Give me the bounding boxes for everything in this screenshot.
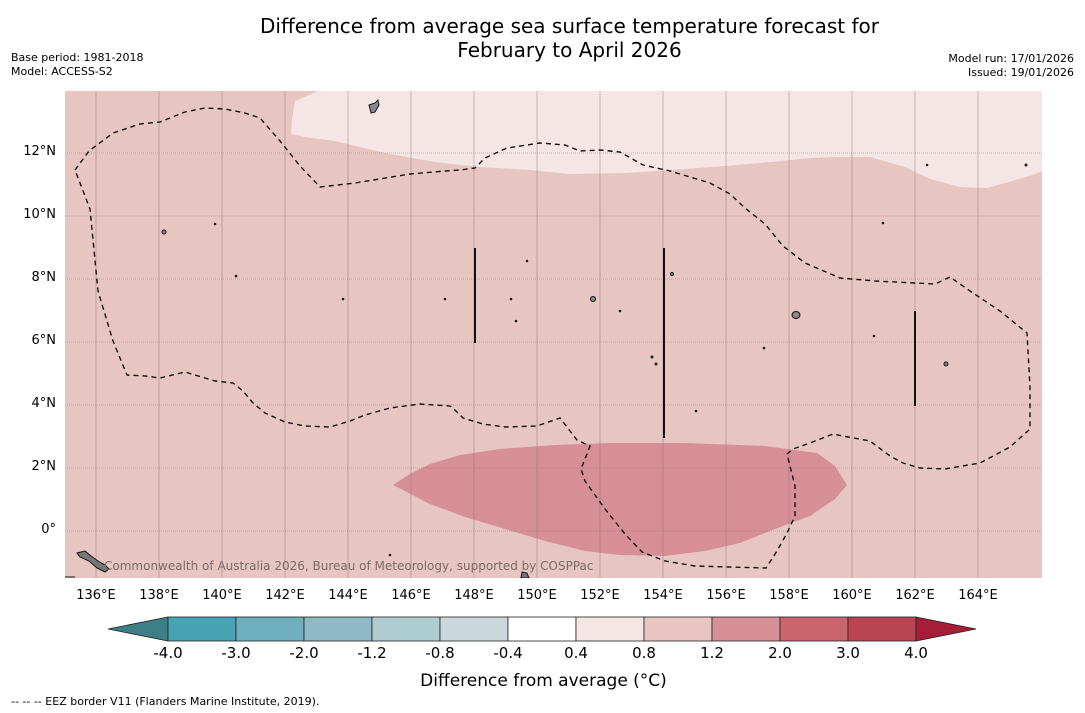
run-info: Model run: 17/01/2026 Issued: 19/01/2026 <box>948 52 1074 80</box>
colorbar-title: Difference from average (°C) <box>420 671 667 691</box>
colorbar-segment <box>643 616 713 642</box>
island <box>762 346 766 350</box>
islands <box>65 98 1028 578</box>
island <box>388 553 392 557</box>
longitude-label: 150°E <box>517 588 557 603</box>
eez-footnote: -- -- -- EEZ border V11 (Flanders Marine… <box>11 695 320 708</box>
colorbar-segment <box>235 616 305 642</box>
colorbar-tick-label: -3.0 <box>221 644 251 662</box>
island <box>872 334 876 338</box>
island <box>234 274 238 278</box>
issued-date: Issued: 19/01/2026 <box>967 66 1074 79</box>
map-graticule <box>65 91 1042 578</box>
longitude-label: 158°E <box>769 588 809 603</box>
island <box>618 309 622 313</box>
longitude-label: 140°E <box>202 588 242 603</box>
island <box>650 355 654 359</box>
island <box>943 361 949 367</box>
longitude-label: 142°E <box>265 588 305 603</box>
colorbar-tick-label: 4.0 <box>904 644 928 662</box>
island <box>791 311 801 319</box>
island <box>368 98 380 114</box>
latitude-label: 6°N <box>31 333 57 348</box>
island <box>525 259 529 263</box>
island <box>514 319 518 323</box>
colorbar-tick-label: -0.8 <box>425 644 455 662</box>
island <box>694 409 698 413</box>
map-title: Difference from average sea surface temp… <box>0 14 1085 62</box>
longitude-label: 144°E <box>328 588 368 603</box>
latitude-label: 12°N <box>23 144 56 159</box>
island <box>590 296 596 302</box>
latitude-label: 0° <box>41 522 56 537</box>
colorbar-tick-label: 2.0 <box>768 644 792 662</box>
sst-anomaly-map: Commonwealth of Australia 2026, Bureau o… <box>65 91 1042 578</box>
island <box>654 362 658 366</box>
longitude-label: 148°E <box>454 588 494 603</box>
colorbar-segment <box>779 616 849 642</box>
longitude-label: 154°E <box>643 588 683 603</box>
eez-border-line <box>74 107 1031 569</box>
island <box>341 297 345 301</box>
longitude-label: 136°E <box>76 588 116 603</box>
base-period: Base period: 1981-2018 <box>11 51 144 64</box>
colorbar-segment <box>303 616 373 642</box>
map-canvas <box>65 91 1042 578</box>
island <box>509 297 513 301</box>
colorbar-extension-low <box>107 616 169 642</box>
island <box>161 229 167 235</box>
island <box>1024 163 1028 167</box>
colorbar-tick-label: 0.8 <box>632 644 656 662</box>
longitude-label: 156°E <box>706 588 746 603</box>
island <box>443 297 447 301</box>
colorbar-segment <box>711 616 781 642</box>
copyright-notice: Commonwealth of Australia 2026, Bureau o… <box>104 559 594 573</box>
island <box>670 272 674 276</box>
latitude-label: 4°N <box>31 396 57 411</box>
latitude-label: 2°N <box>31 459 57 474</box>
longitude-label: 164°E <box>958 588 998 603</box>
model-info: Base period: 1981-2018 Model: ACCESS-S2 <box>11 51 143 79</box>
colorbar-tick-label: -0.4 <box>493 644 523 662</box>
colorbar-segment <box>575 616 645 642</box>
longitude-label: 138°E <box>139 588 179 603</box>
island <box>213 222 217 226</box>
colorbar-tick-label: 1.2 <box>700 644 724 662</box>
island <box>520 571 530 578</box>
island <box>881 221 885 225</box>
longitude-label: 162°E <box>895 588 935 603</box>
colorbar-segment <box>507 616 577 642</box>
longitude-label: 146°E <box>391 588 431 603</box>
latitude-label: 8°N <box>31 270 57 285</box>
colorbar-segment <box>847 616 917 642</box>
model-name: Model: ACCESS-S2 <box>11 65 113 78</box>
colorbar-segment <box>167 616 237 642</box>
colorbar-tick-label: -4.0 <box>153 644 183 662</box>
title-line-2: February to April 2026 <box>457 38 682 62</box>
anomaly-field-1.2-2.0 <box>393 443 847 556</box>
island <box>925 163 929 167</box>
island <box>76 550 110 573</box>
latitude-label: 10°N <box>23 207 56 222</box>
colorbar-tick-label: 0.4 <box>564 644 588 662</box>
colorbar-tick-label: 3.0 <box>836 644 860 662</box>
model-run-date: Model run: 17/01/2026 <box>948 52 1074 65</box>
longitude-label: 152°E <box>580 588 620 603</box>
colorbar-tick-label: -2.0 <box>289 644 319 662</box>
title-line-1: Difference from average sea surface temp… <box>259 14 879 38</box>
longitude-label: 160°E <box>832 588 872 603</box>
colorbar-extension-high <box>915 616 977 642</box>
colorbar-segment <box>371 616 441 642</box>
colorbar-tick-label: -1.2 <box>357 644 387 662</box>
colorbar-segment <box>439 616 509 642</box>
